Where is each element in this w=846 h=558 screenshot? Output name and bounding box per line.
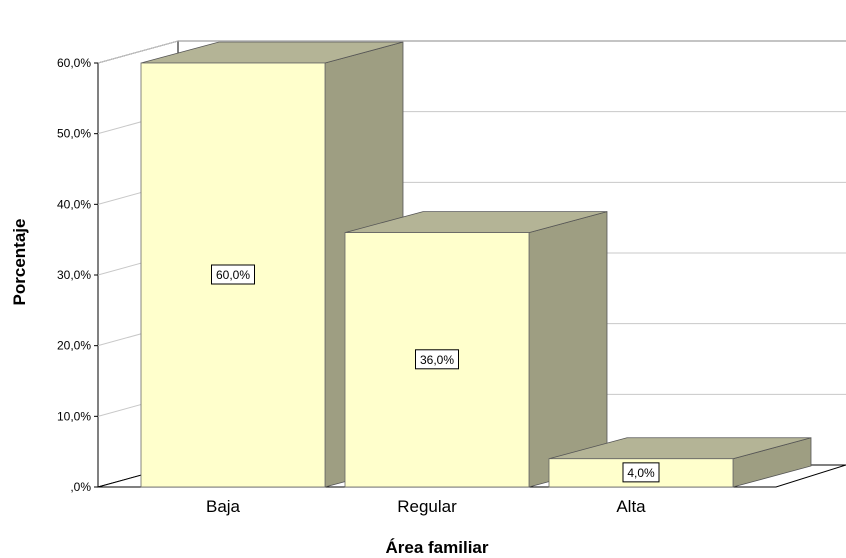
gridline (97, 40, 179, 64)
y-tick-label: 10,0% (57, 409, 91, 423)
x-axis-ticks: Baja Regular Alta (206, 497, 646, 516)
y-tick-label: 60,0% (57, 56, 91, 70)
y-tick-label: ,0% (70, 480, 91, 494)
x-tick-label: Alta (616, 497, 646, 516)
y-tick-label: 50,0% (57, 127, 91, 141)
y-axis-title: Porcentaje (10, 219, 29, 306)
data-label-box (211, 264, 255, 285)
bars: 60,0% 36,0% 4,0% (140, 41, 812, 488)
data-label: 36,0% (420, 353, 454, 367)
y-tick-label: 30,0% (57, 268, 91, 282)
y-axis-ticks: ,0% 10,0% 20,0% 30,0% 40,0% 50,0% 60,0% (57, 56, 98, 494)
y-tick-label: 40,0% (57, 197, 91, 211)
data-label: 4,0% (627, 466, 655, 480)
bar-regular: 36,0% (344, 211, 608, 488)
y-tick-label: 20,0% (57, 339, 91, 353)
data-label-box (415, 349, 459, 370)
x-tick-label: Regular (397, 497, 457, 516)
bar-alta: 4,0% (548, 437, 812, 488)
x-axis-title: Área familiar (386, 538, 489, 557)
data-label-box (622, 462, 660, 483)
bar-side-face (528, 211, 608, 488)
x-tick-label: Baja (206, 497, 241, 516)
data-label: 60,0% (216, 268, 250, 282)
